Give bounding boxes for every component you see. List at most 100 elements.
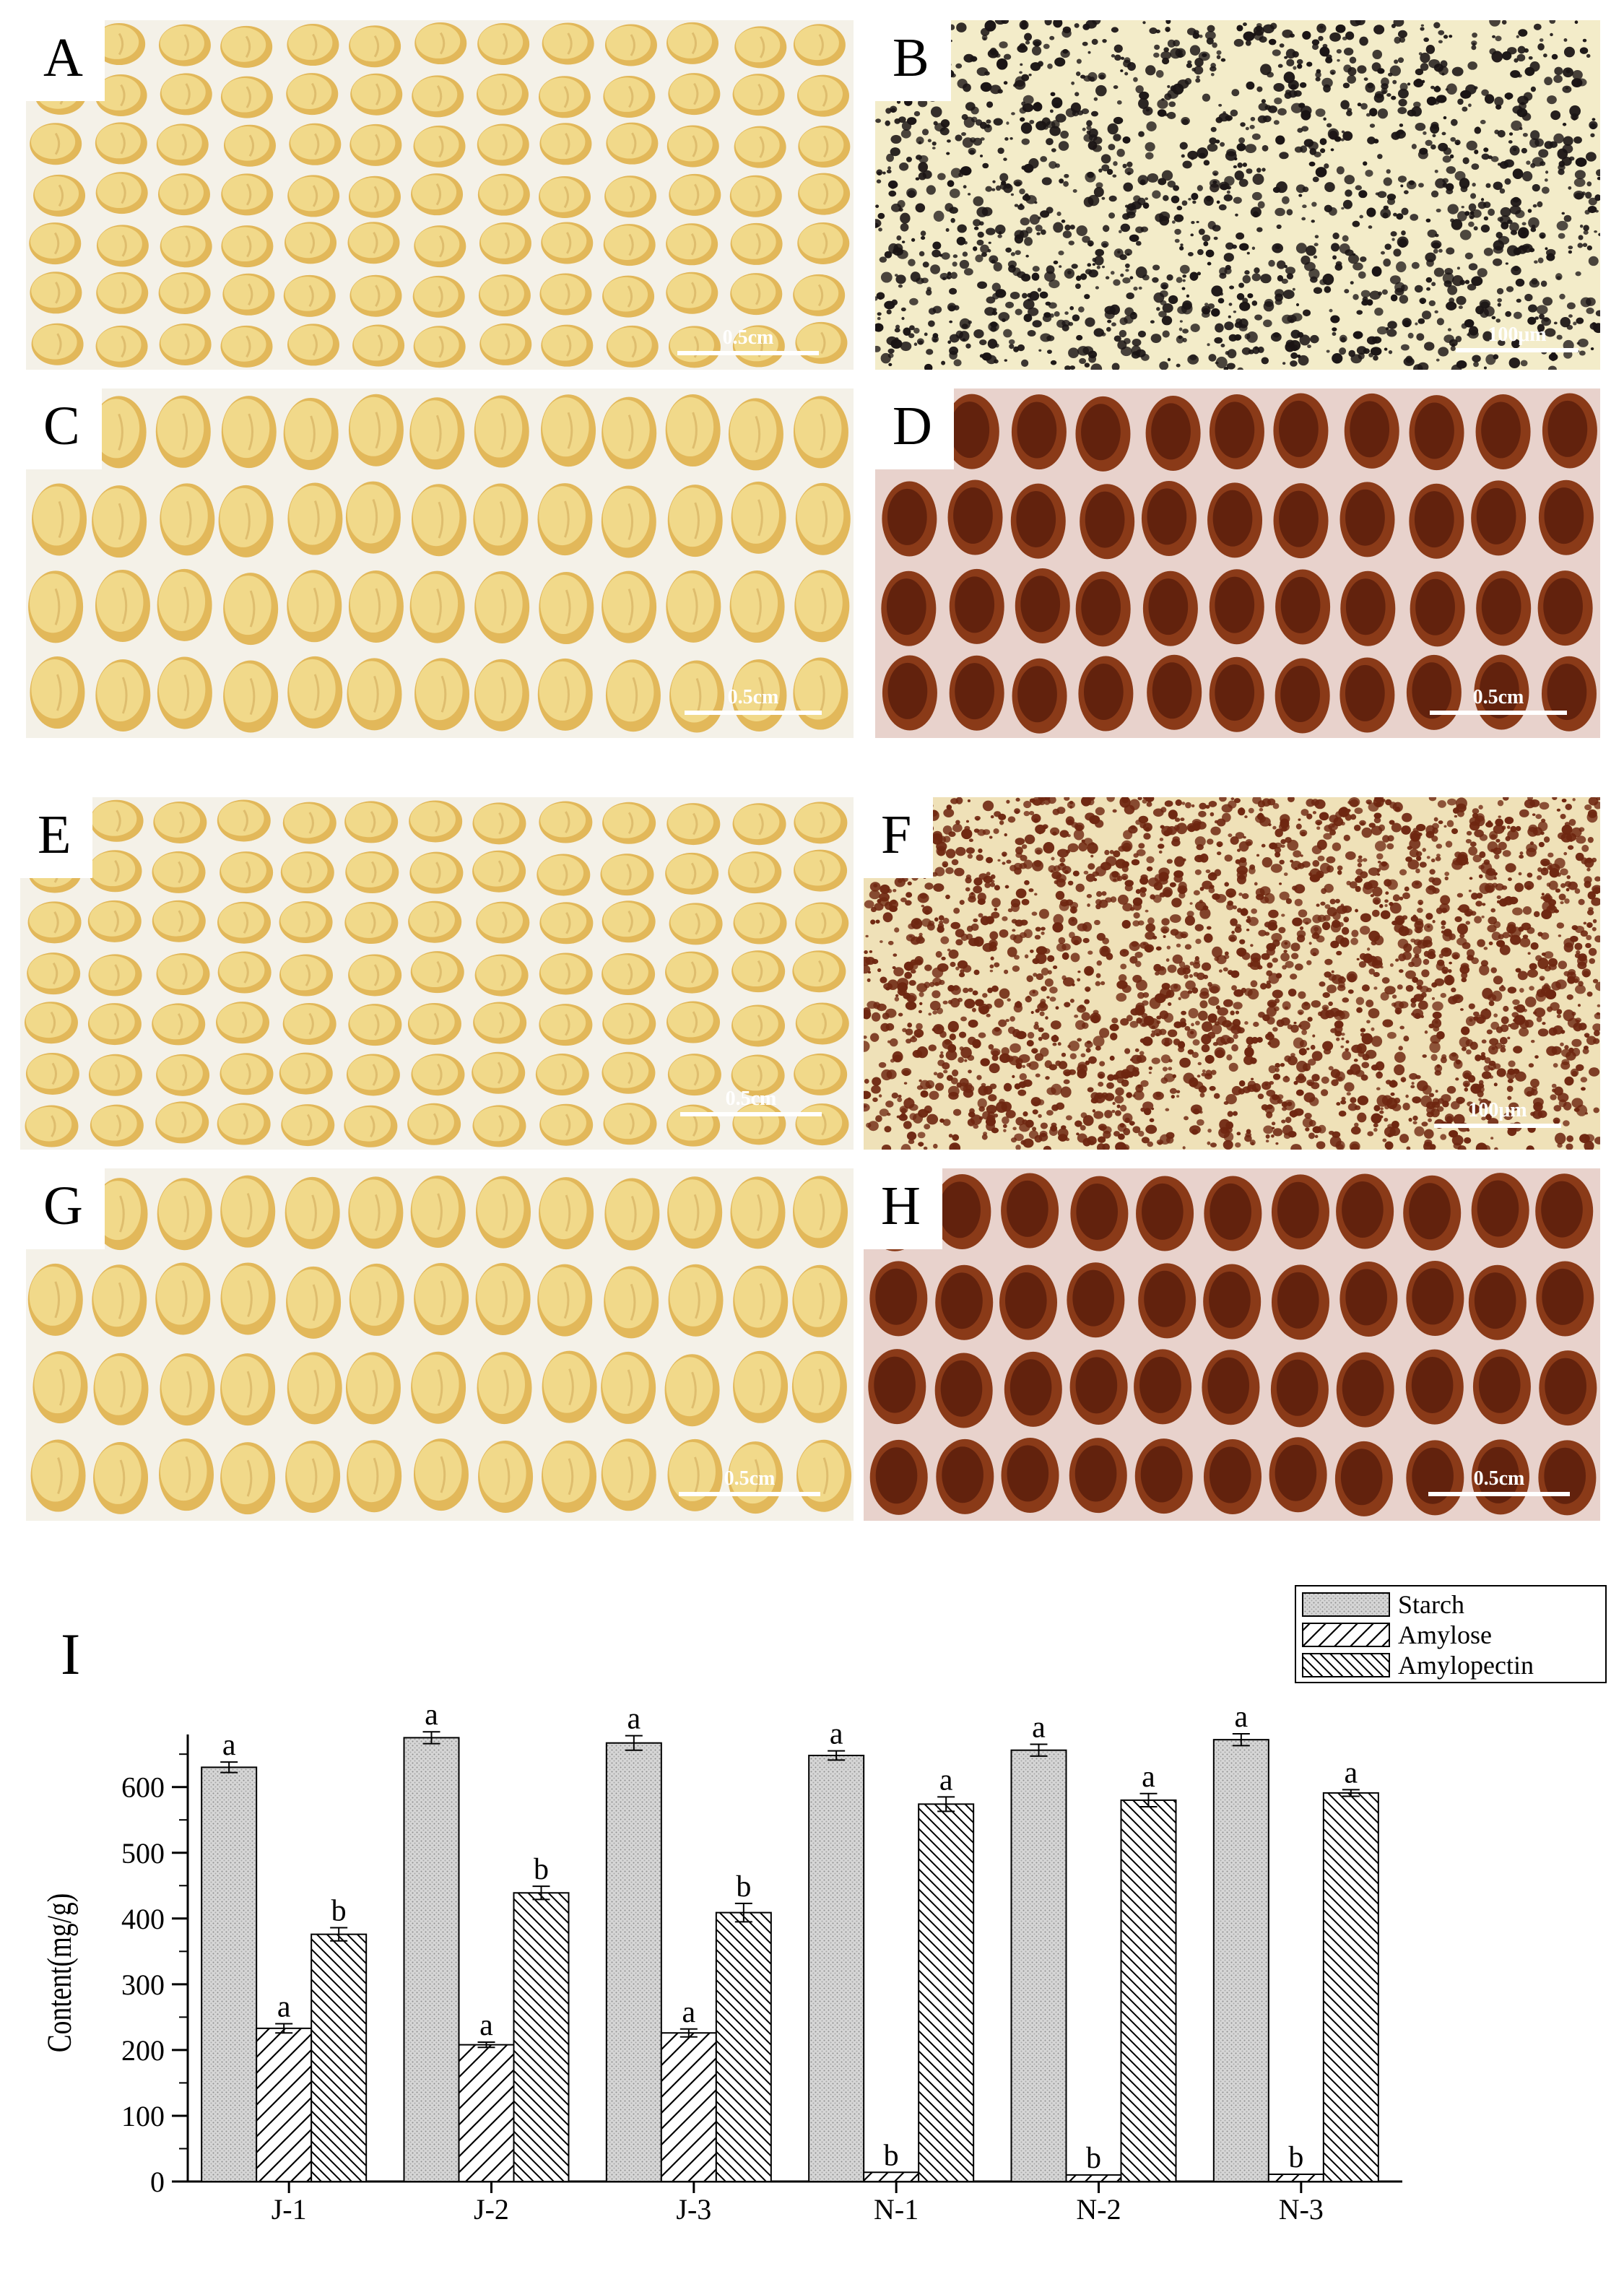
scale-bar-label: 0.5cm — [722, 326, 774, 349]
significance-letter: a — [682, 1996, 696, 2029]
significance-letter: a — [222, 1729, 236, 1762]
stained-seed-photo — [875, 388, 1600, 738]
significance-letter: a — [1142, 1761, 1155, 1794]
panel-g-seed-photo: G 0.5cm — [26, 1168, 854, 1521]
panel-e-seed-photo: E 0.5cm — [20, 797, 854, 1150]
scale-bar: 100μm — [1434, 1099, 1561, 1128]
panel-label: C — [26, 388, 102, 469]
bar-starch — [808, 1754, 865, 2183]
scale-bar-label: 0.5cm — [725, 1088, 777, 1110]
scale-bar: 100μm — [1456, 324, 1579, 352]
significance-letter: a — [277, 1990, 291, 2023]
x-tick-label: N-2 — [1076, 2193, 1121, 2226]
panel-label: G — [26, 1168, 105, 1249]
panel-b-granule-micrograph: B 100μm — [875, 20, 1600, 370]
scale-bar-label: 0.5cm — [1473, 1467, 1525, 1490]
x-tick-label: J-2 — [474, 2193, 509, 2226]
scale-bar-label: 0.5cm — [727, 686, 779, 708]
bar-amylose — [863, 2171, 920, 2182]
seed-photo — [26, 1168, 854, 1521]
bar-amylopectin — [918, 1803, 975, 2182]
significance-letter: b — [1288, 2141, 1303, 2174]
significance-letter: a — [830, 1718, 843, 1751]
scale-bar: 0.5cm — [677, 326, 819, 355]
chart-panel-label: I — [61, 1621, 80, 1687]
significance-letter: a — [939, 1763, 953, 1797]
significance-letter: a — [628, 1703, 641, 1736]
stained-seed-photo — [864, 1168, 1600, 1521]
scale-bar: 0.5cm — [1430, 686, 1567, 715]
legend-label: Amylose — [1398, 1620, 1492, 1649]
granule-micrograph — [864, 797, 1600, 1150]
bar-amylopectin — [1120, 1799, 1177, 2183]
bar-amylose — [660, 2032, 717, 2182]
bar-starch — [1010, 1749, 1067, 2183]
legend-swatch — [1302, 1623, 1390, 1647]
y-tick-label: 600 — [121, 1771, 165, 1804]
y-tick-label: 400 — [121, 1903, 165, 1935]
bar-starch — [1212, 1739, 1269, 2183]
panel-a-seed-photo: A 0.5cm — [26, 20, 854, 370]
bar-starch — [403, 1737, 460, 2183]
scale-bar: 0.5cm — [680, 1088, 822, 1116]
significance-letter: b — [534, 1853, 549, 1886]
y-tick-label: 200 — [121, 2034, 165, 2067]
panel-label: B — [875, 20, 951, 101]
scale-bar: 0.5cm — [679, 1467, 820, 1496]
chart-axes: 0 100 200 300 400 500 600 J-1 J-2 J-3 N-1 N-2 N-3 — [121, 1734, 1402, 2226]
bar-starch — [201, 1766, 258, 2182]
legend-label: Amylopectin — [1398, 1651, 1534, 1680]
y-axis-label: Content(mg/g) — [41, 1893, 79, 2052]
significance-letter: a — [425, 1698, 438, 1732]
panel-label: A — [26, 20, 105, 101]
significance-letter: b — [1086, 2142, 1101, 2175]
significance-letter: a — [1345, 1756, 1358, 1789]
significance-letter: a — [479, 2009, 493, 2042]
scale-bar-label: 0.5cm — [724, 1467, 776, 1490]
bar-amylose — [1267, 2173, 1324, 2182]
y-tick-label: 0 — [150, 2166, 165, 2198]
panel-c-seed-photo: C 0.5cm — [26, 388, 854, 738]
scale-bar-label: 0.5cm — [1472, 686, 1524, 708]
panel-label: F — [864, 797, 934, 878]
bar-amylopectin — [715, 1911, 772, 2182]
scale-bar: 0.5cm — [1428, 1467, 1570, 1496]
panel-label: H — [864, 1168, 942, 1249]
significance-letter: b — [884, 2139, 899, 2172]
bar-starch — [605, 1742, 662, 2183]
significance-letter: a — [1235, 1701, 1249, 1734]
x-tick-label: N-3 — [1279, 2193, 1324, 2226]
legend-swatch — [1302, 1653, 1390, 1677]
panel-f-granule-micrograph: F 100μm — [864, 797, 1600, 1150]
seed-photo — [20, 797, 854, 1150]
chart-bars: a a b a a b a a b a b a a b a a b a — [201, 1698, 1379, 2183]
x-tick-label: J-3 — [676, 2193, 711, 2226]
significance-letter: a — [1032, 1711, 1046, 1745]
scale-bar: 0.5cm — [685, 686, 822, 715]
granule-micrograph — [875, 20, 1600, 370]
x-tick-label: N-1 — [874, 2193, 919, 2226]
legend-swatch — [1302, 1592, 1390, 1617]
bar-amylopectin — [1322, 1792, 1379, 2183]
panel-label: E — [20, 797, 93, 878]
y-tick-label: 100 — [121, 2100, 165, 2132]
bar-amylose — [1065, 2174, 1122, 2183]
significance-letter: b — [331, 1895, 347, 1928]
scale-bar-label: 100μm — [1468, 1099, 1527, 1121]
panel-h-stained-seeds: H 0.5cm — [864, 1168, 1600, 1521]
legend-label: Starch — [1398, 1590, 1464, 1619]
panel-label: D — [875, 388, 954, 469]
bar-amylopectin — [513, 1892, 570, 2182]
x-tick-label: J-1 — [272, 2193, 307, 2226]
scale-bar-label: 100μm — [1488, 324, 1547, 346]
significance-letter: b — [736, 1870, 751, 1903]
bar-amylose — [458, 2044, 515, 2183]
seed-photo — [26, 20, 854, 370]
bar-amylose — [256, 2027, 313, 2183]
bar-amylopectin — [311, 1933, 368, 2182]
y-tick-label: 300 — [121, 1968, 165, 2001]
y-tick-label: 500 — [121, 1837, 165, 1870]
panel-d-stained-seeds: D 0.5cm — [875, 388, 1600, 738]
